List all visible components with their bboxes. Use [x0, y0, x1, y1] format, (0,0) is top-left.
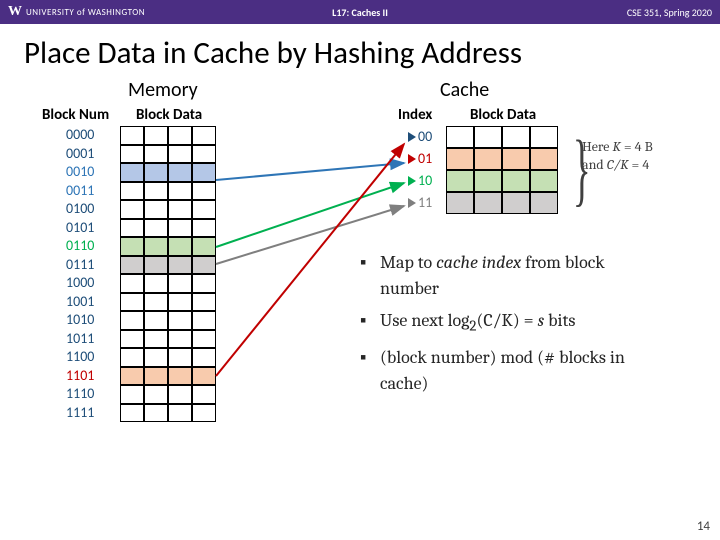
table-row [120, 126, 216, 145]
cache-index-label: 11 [408, 192, 432, 214]
table-row [446, 126, 558, 148]
memory-row-label: 0100 [66, 200, 94, 219]
index-label: Index [398, 106, 432, 124]
table-row [120, 256, 216, 275]
page-number: 14 [697, 519, 710, 534]
table-row [120, 311, 216, 330]
table-row [120, 348, 216, 367]
table-row [446, 192, 558, 214]
table-row [446, 170, 558, 192]
memory-row-label: 0010 [66, 163, 94, 182]
memory-row-label: 1010 [66, 311, 94, 330]
table-row [120, 145, 216, 164]
bullet-item: ▪ (block number) mod (# blocks incache) [360, 345, 625, 397]
memory-row-label: 0110 [66, 237, 94, 256]
uw-text: UNIVERSITY of WASHINGTON [26, 7, 145, 18]
cache-index-label: 10 [408, 170, 432, 192]
cache-block-grid [446, 126, 558, 214]
memory-row-label: 1001 [66, 293, 94, 312]
table-row [120, 385, 216, 404]
memory-row-label: 1110 [66, 385, 94, 404]
blocknum-label: Block Num [42, 106, 109, 124]
cache-index-numbers: 00011011 [408, 126, 432, 214]
memory-row-label: 0011 [66, 182, 94, 201]
table-row [120, 274, 216, 293]
table-row [446, 148, 558, 170]
table-row [120, 182, 216, 201]
table-row [120, 404, 216, 423]
table-row [120, 293, 216, 312]
header-bar: W UNIVERSITY of WASHINGTON L17: Caches I… [0, 0, 720, 24]
memory-row-label: 1100 [66, 348, 94, 367]
memory-block-numbers: 0000000100100011010001010110011110001001… [66, 126, 94, 422]
table-row [120, 237, 216, 256]
table-row [120, 330, 216, 349]
memory-row-label: 1111 [66, 404, 94, 423]
memory-row-label: 0000 [66, 126, 94, 145]
table-row [120, 219, 216, 238]
memory-block-grid [120, 126, 216, 422]
cache-heading: Cache [440, 78, 489, 102]
bullet-item: ▪ Use next log2(C/K) = s bits [360, 308, 625, 339]
memory-row-label: 0111 [66, 256, 94, 275]
table-row [120, 200, 216, 219]
memory-row-label: 1101 [66, 367, 94, 386]
lecture-title: L17: Caches II [332, 6, 388, 19]
table-row [120, 163, 216, 182]
memory-row-label: 0101 [66, 219, 94, 238]
w-mark: W [8, 4, 22, 20]
cache-index-label: 00 [408, 126, 432, 148]
memory-heading: Memory [128, 78, 198, 102]
blockdata-mem-label: Block Data [136, 106, 202, 124]
slide-title: Place Data in Cache by Hashing Address [0, 24, 720, 78]
bullet-item: ▪ Map to cache index from blocknumber [360, 250, 625, 302]
k-annotation: Here K = 4 B and C/K = 4 [582, 138, 653, 174]
memory-row-label: 0001 [66, 145, 94, 164]
cache-index-label: 01 [408, 148, 432, 170]
bullet-list: ▪ Map to cache index from blocknumber ▪ … [360, 250, 625, 403]
memory-row-label: 1000 [66, 274, 94, 293]
memory-row-label: 1011 [66, 330, 94, 349]
table-row [120, 367, 216, 386]
uw-logo: W UNIVERSITY of WASHINGTON [0, 4, 145, 20]
course-info: CSE 351, Spring 2020 [627, 6, 712, 19]
blockdata-cache-label: Block Data [470, 106, 536, 124]
